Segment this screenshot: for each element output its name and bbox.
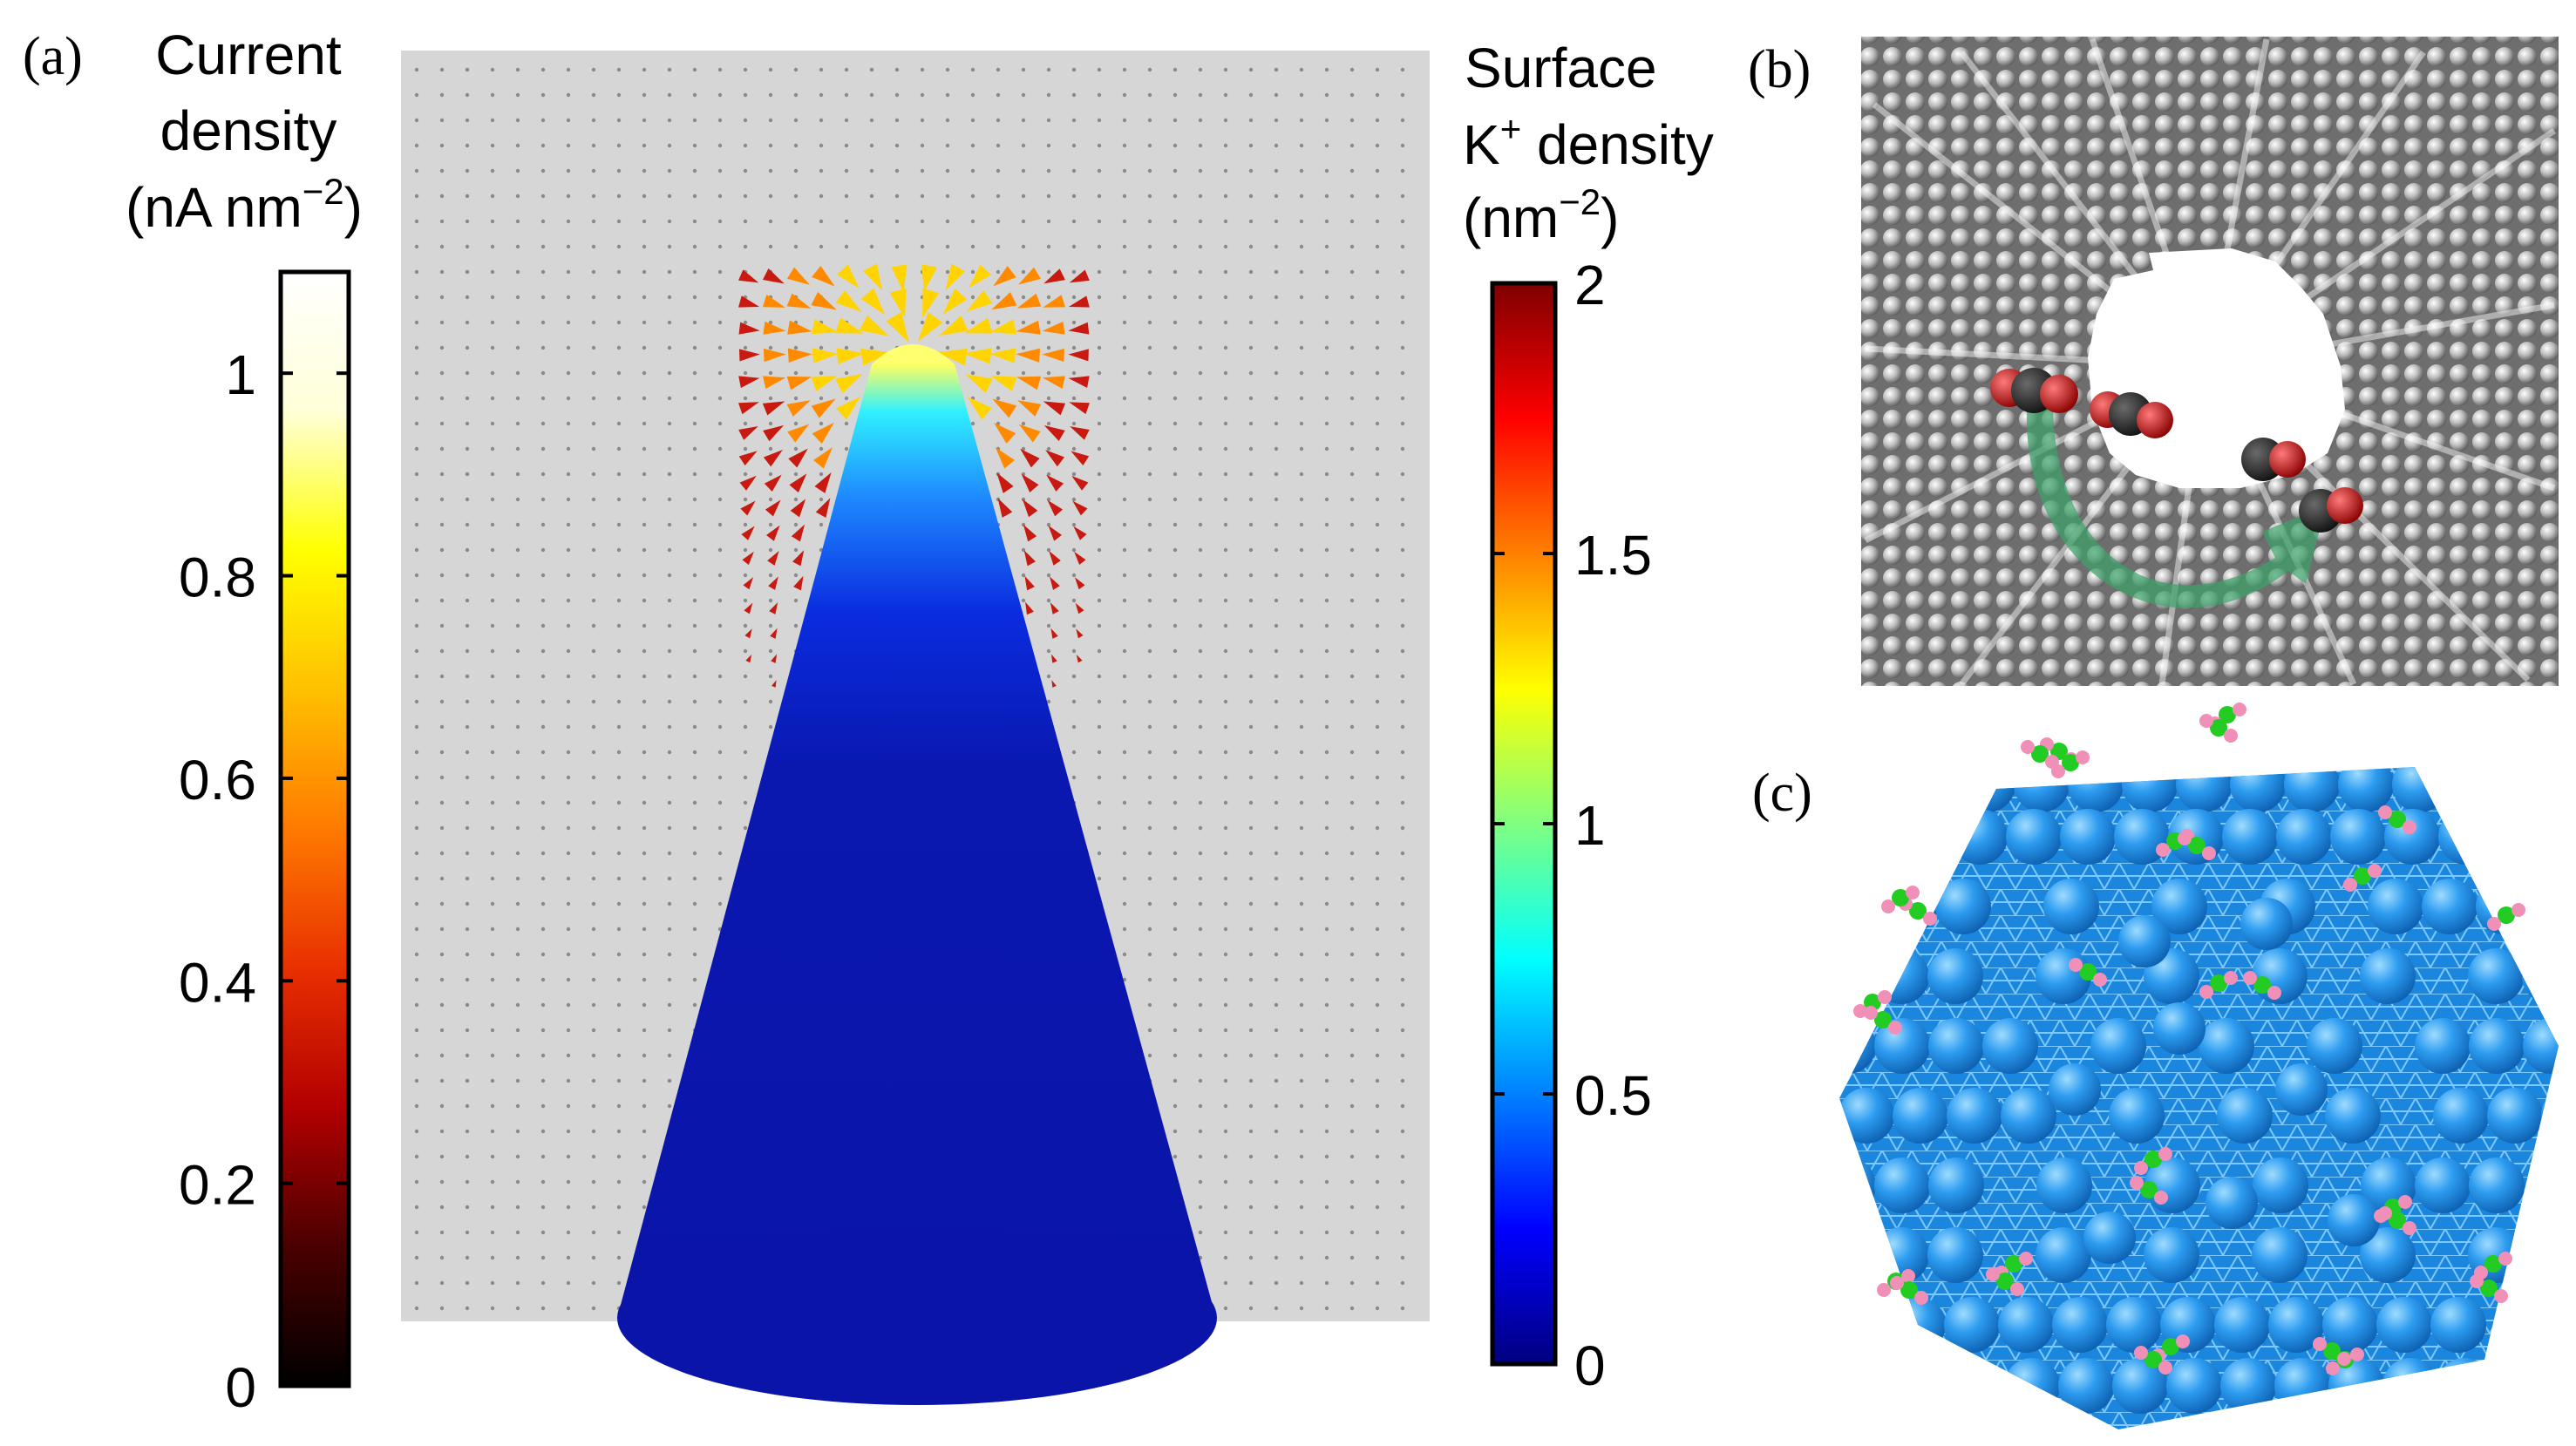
colorbar-tick-label: 0.5 [1574, 1064, 1652, 1127]
colorbar-tick-label: 0 [1574, 1334, 1606, 1397]
k-colorbar-title-line1: Surface [1465, 37, 1657, 99]
nanopore-view [1861, 37, 2559, 686]
cone-tip [872, 344, 955, 364]
adsorbed-molecules [1853, 703, 2525, 1375]
colorbar-tick-label: 1.5 [1574, 524, 1652, 587]
panel-c: (c) [1752, 703, 2559, 1429]
panel-c-label: (c) [1752, 764, 1812, 823]
adsorbate [2343, 864, 2382, 892]
adsorbate [1864, 1006, 1902, 1035]
adsorbate [2470, 1274, 2508, 1303]
adsorbate [1986, 1267, 2024, 1296]
adsorbate [2378, 805, 2416, 834]
adsorbate [1853, 990, 1892, 1018]
adsorbate [1890, 1276, 1928, 1305]
colorbar-tick-label: 0.4 [179, 951, 256, 1014]
adsorbate [2021, 740, 2059, 769]
colorbar-tick-label: 0.8 [179, 546, 256, 609]
panel-b: (b) [1748, 37, 2559, 686]
k-colorbar-title-line2: K+ density [1463, 108, 1714, 176]
adsorbate [2069, 958, 2107, 987]
adsorbate [2313, 1337, 2351, 1366]
k-colorbar-ticks: 0 0.5 1 1.5 2 [1492, 254, 1652, 1397]
adsorbate [2199, 714, 2238, 743]
co2-reduction-arrow [2026, 410, 2326, 608]
cone-electrode [617, 344, 1217, 1405]
adsorbate [2243, 971, 2281, 1000]
co-molecule [2241, 438, 2306, 481]
co2-molecule [1990, 368, 2078, 413]
adsorbate [2487, 903, 2525, 931]
k-density-colorbar: Surface K+ density (nm−2) 0 0.5 1 1.5 2 [1463, 37, 1714, 1397]
colorbar-tick-label: 1 [225, 343, 256, 406]
co2-molecule [2090, 391, 2173, 438]
current-colorbar-title-line2: density [160, 99, 337, 162]
adsorbate [1881, 886, 1920, 913]
colorbar-tick-label: 2 [1574, 254, 1606, 316]
current-density-arrows [737, 263, 1090, 688]
current-colorbar-title-line1: Current [155, 24, 342, 86]
adsorbate [2130, 1176, 2168, 1205]
adsorbate [2178, 832, 2216, 860]
panel-b-label: (b) [1748, 40, 1811, 99]
co-molecule [2299, 487, 2363, 533]
colorbar-tick-label: 0.6 [179, 749, 256, 811]
panel-a: (a) Current density (nA nm−2) 0 0.2 0.4 0.6… [23, 24, 1714, 1419]
panel-a-label: (a) [23, 27, 83, 86]
k-colorbar-unit: (nm−2) [1463, 181, 1619, 249]
colorbar-tick-label: 1 [1574, 794, 1606, 857]
current-density-colorbar: Current density (nA nm−2) 0 0.2 0.4 0.6 0.8 1 [126, 24, 363, 1419]
current-colorbar-bar [278, 269, 351, 1388]
adsorbate [2134, 1346, 2172, 1375]
adsorbate [2199, 971, 2238, 999]
cone-base [617, 1231, 1217, 1405]
nanoparticle [1839, 703, 2559, 1429]
adsorbate [2051, 750, 2090, 778]
colorbar-tick-label: 0.2 [179, 1154, 256, 1217]
colorbar-tick-label: 0 [225, 1356, 256, 1419]
adsorbate [2134, 1147, 2172, 1175]
current-colorbar-ticks: 0 0.2 0.4 0.6 0.8 1 [179, 343, 349, 1419]
current-colorbar-unit: (nA nm−2) [126, 171, 363, 239]
adsorbate [2378, 1206, 2416, 1235]
cone-body [617, 364, 1216, 1318]
